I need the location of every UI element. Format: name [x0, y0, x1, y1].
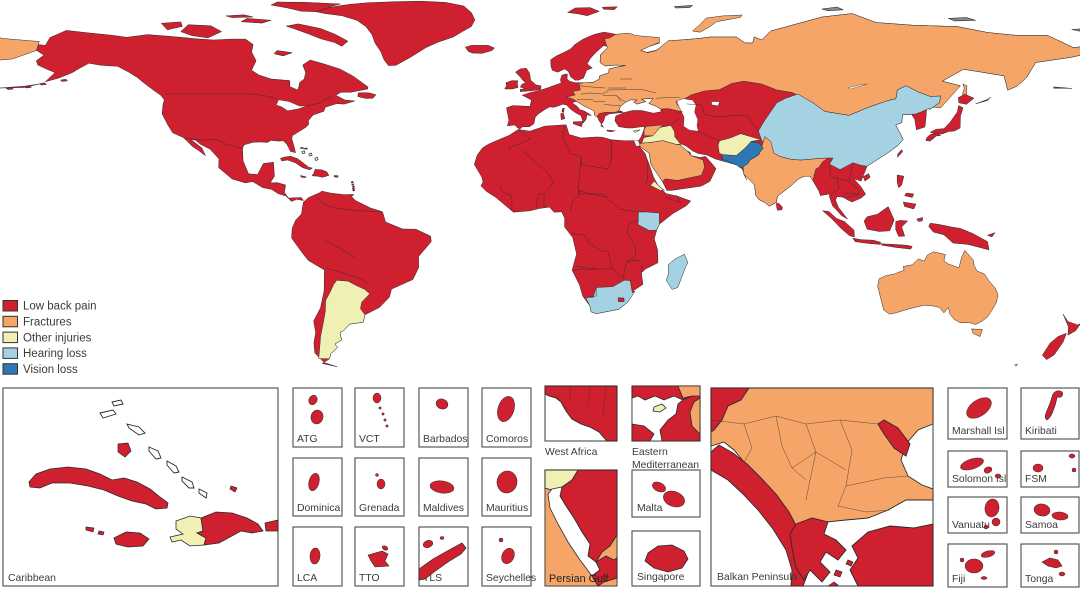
svg-text:Barbados: Barbados [423, 434, 467, 445]
svg-text:Seychelles: Seychelles [486, 573, 536, 584]
svg-text:Marshall Isl: Marshall Isl [952, 426, 1005, 437]
svg-text:Persian Gulf: Persian Gulf [549, 573, 609, 585]
svg-text:Grenada: Grenada [359, 503, 400, 514]
svg-text:FSM: FSM [1025, 474, 1047, 485]
svg-text:Caribbean: Caribbean [8, 573, 56, 584]
svg-text:Eastern: Eastern [632, 447, 668, 458]
svg-text:Maldives: Maldives [423, 503, 464, 514]
svg-text:Fractures: Fractures [23, 317, 72, 329]
svg-text:ATG: ATG [297, 434, 318, 445]
svg-text:Singapore: Singapore [637, 572, 685, 583]
svg-text:TLS: TLS [423, 573, 442, 584]
svg-text:Tonga: Tonga [1025, 574, 1054, 585]
svg-text:Vision loss: Vision loss [23, 364, 78, 376]
svg-text:Hearing loss: Hearing loss [23, 348, 87, 360]
svg-text:Fiji: Fiji [952, 574, 965, 585]
svg-text:Balkan Peninsula: Balkan Peninsula [717, 572, 798, 583]
svg-text:West Africa: West Africa [545, 447, 598, 458]
svg-text:Kiribati: Kiribati [1025, 426, 1057, 437]
svg-text:Dominica: Dominica [297, 503, 341, 514]
svg-text:VCT: VCT [359, 434, 380, 445]
svg-text:Other injuries: Other injuries [23, 332, 92, 344]
svg-text:Vanuatu: Vanuatu [952, 520, 990, 531]
svg-text:Comoros: Comoros [486, 434, 528, 445]
svg-text:Samoa: Samoa [1025, 520, 1058, 531]
svg-text:TTO: TTO [359, 573, 380, 584]
svg-text:LCA: LCA [297, 573, 317, 584]
svg-text:Solomon Isl: Solomon Isl [952, 474, 1006, 485]
svg-text:Mauritius: Mauritius [486, 503, 528, 514]
svg-text:Malta: Malta [637, 503, 663, 514]
svg-text:Low back pain: Low back pain [23, 301, 97, 313]
svg-text:Mediterranean: Mediterranean [632, 460, 699, 471]
